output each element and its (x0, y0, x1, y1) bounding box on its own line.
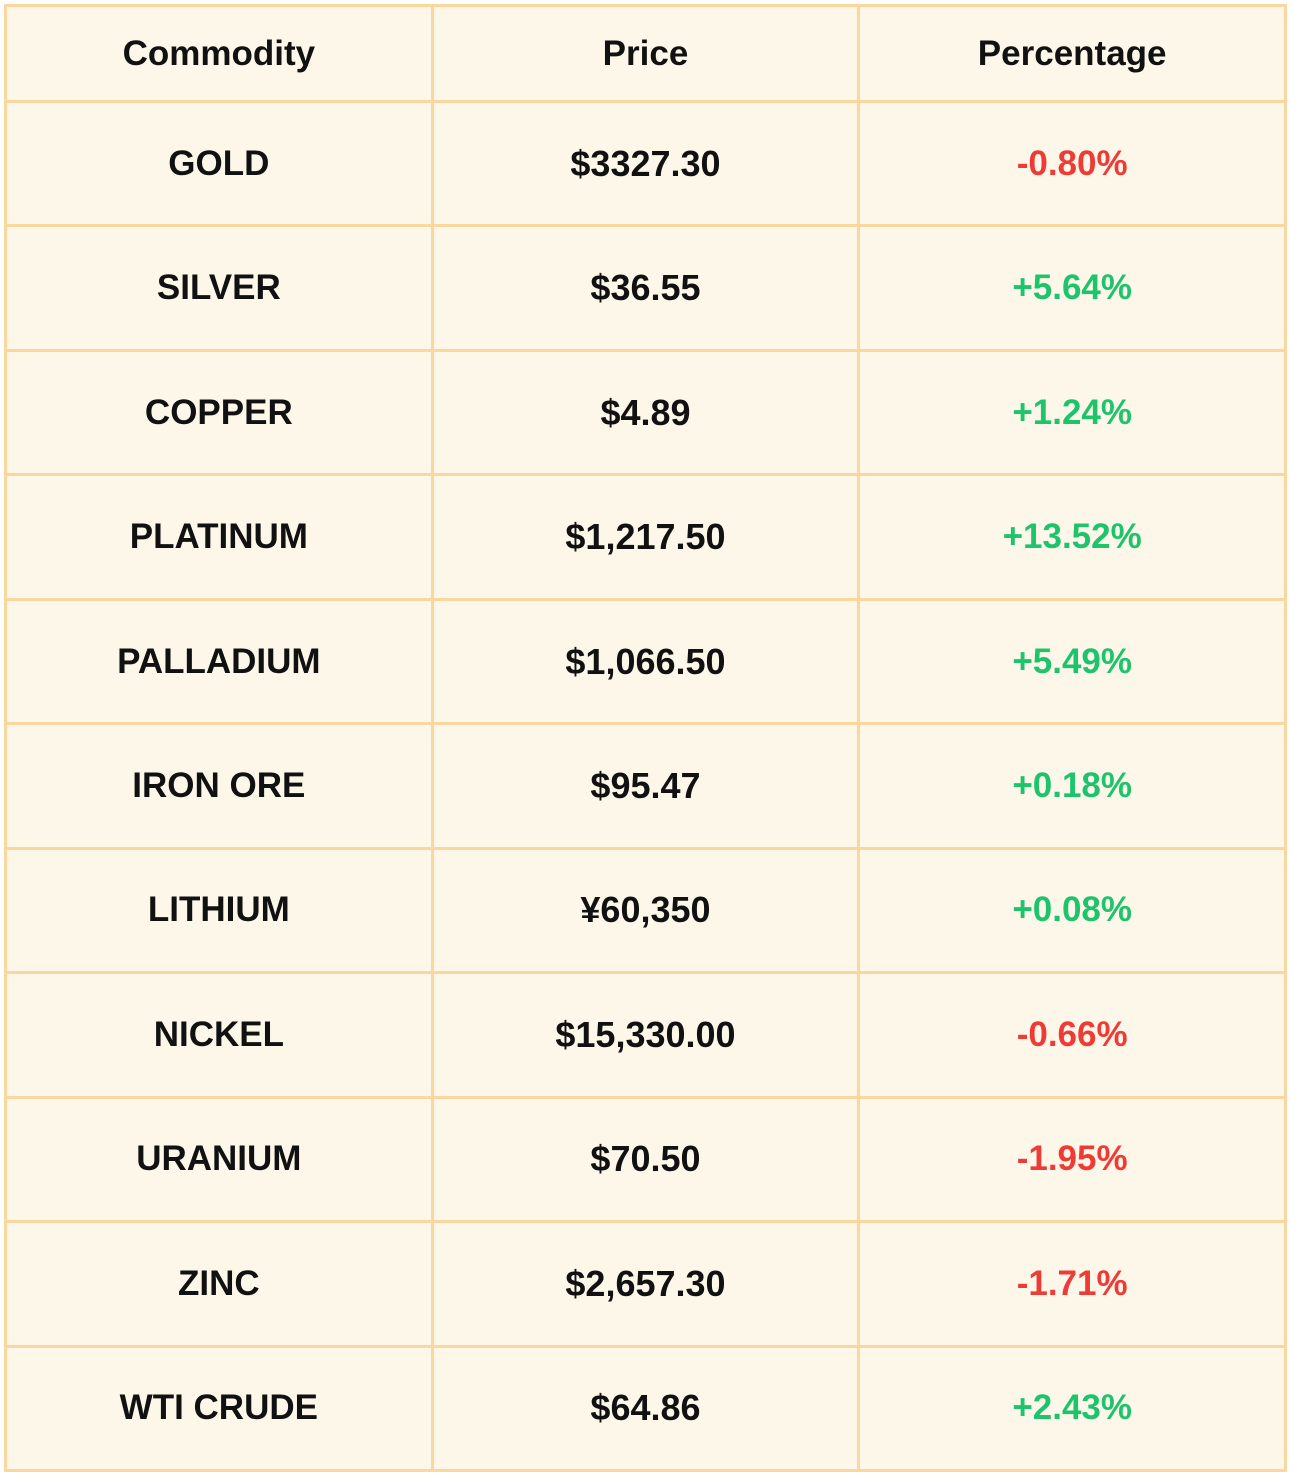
commodity-cell: LITHIUM (4, 846, 434, 975)
percentage-cell: +2.43% (857, 1344, 1287, 1473)
commodity-cell: ZINC (4, 1220, 434, 1348)
commodity-cell: PLATINUM (4, 473, 434, 601)
column-header-commodity: Commodity (4, 4, 434, 103)
table-row: PLATINUM $1,217.50 +13.52% (4, 473, 1287, 601)
percentage-cell: +5.49% (857, 597, 1287, 726)
percentage-cell: +5.64% (857, 224, 1287, 352)
commodity-cell: GOLD (4, 99, 434, 228)
price-cell: $1,217.50 (430, 473, 861, 601)
price-cell: $95.47 (430, 722, 861, 850)
table-row: NICKEL $15,330.00 -0.66% (4, 971, 1287, 1099)
price-cell: $70.50 (430, 1095, 861, 1224)
commodity-cell: IRON ORE (4, 722, 434, 850)
percentage-cell: -0.80% (857, 99, 1287, 228)
table-body: GOLD $3327.30 -0.80% SILVER $36.55 +5.64% COPP… (4, 99, 1287, 1473)
price-cell: $2,657.30 (430, 1220, 861, 1348)
price-cell: ¥60,350 (430, 846, 861, 975)
commodity-cell: URANIUM (4, 1095, 434, 1224)
table-header: Commodity Price Percentage (4, 4, 1287, 103)
commodity-cell: NICKEL (4, 971, 434, 1099)
column-header-price: Price (430, 4, 861, 103)
percentage-cell: +13.52% (857, 473, 1287, 601)
percentage-cell: -1.95% (857, 1095, 1287, 1224)
price-cell: $3327.30 (430, 99, 861, 228)
commodity-cell: WTI CRUDE (4, 1344, 434, 1473)
price-cell: $4.89 (430, 348, 861, 477)
commodity-cell: SILVER (4, 224, 434, 352)
commodity-cell: COPPER (4, 348, 434, 477)
table-row: COPPER $4.89 +1.24% (4, 348, 1287, 477)
column-header-percentage: Percentage (857, 4, 1287, 103)
price-cell: $1,066.50 (430, 597, 861, 726)
percentage-cell: -1.71% (857, 1220, 1287, 1348)
percentage-cell: -0.66% (857, 971, 1287, 1099)
price-cell: $36.55 (430, 224, 861, 352)
price-cell: $15,330.00 (430, 971, 861, 1099)
table-row: WTI CRUDE $64.86 +2.43% (4, 1344, 1287, 1473)
table-row: LITHIUM ¥60,350 +0.08% (4, 846, 1287, 975)
commodity-price-table: Commodity Price Percentage GOLD $3327.30-… (4, 4, 1287, 1473)
commodity-table-container: Commodity Price Percentage GOLD $3327.30-… (4, 4, 1287, 1473)
table-row: ZINC $2,657.30 -1.71% (4, 1220, 1287, 1348)
percentage-cell: +0.08% (857, 846, 1287, 975)
percentage-cell: +0.18% (857, 722, 1287, 850)
header-row: Commodity Price Percentage (4, 4, 1287, 103)
percentage-cell: +1.24% (857, 348, 1287, 477)
price-cell: $64.86 (430, 1344, 861, 1473)
table-row: IRON ORE $95.47 +0.18% (4, 722, 1287, 850)
table-row: GOLD $3327.30 -0.80% (4, 99, 1287, 228)
table-row: PALLADIUM $1,066.50 +5.49% (4, 597, 1287, 726)
commodity-cell: PALLADIUM (4, 597, 434, 726)
table-row: URANIUM $70.50 -1.95% (4, 1095, 1287, 1224)
table-row: SILVER $36.55 +5.64% (4, 224, 1287, 352)
